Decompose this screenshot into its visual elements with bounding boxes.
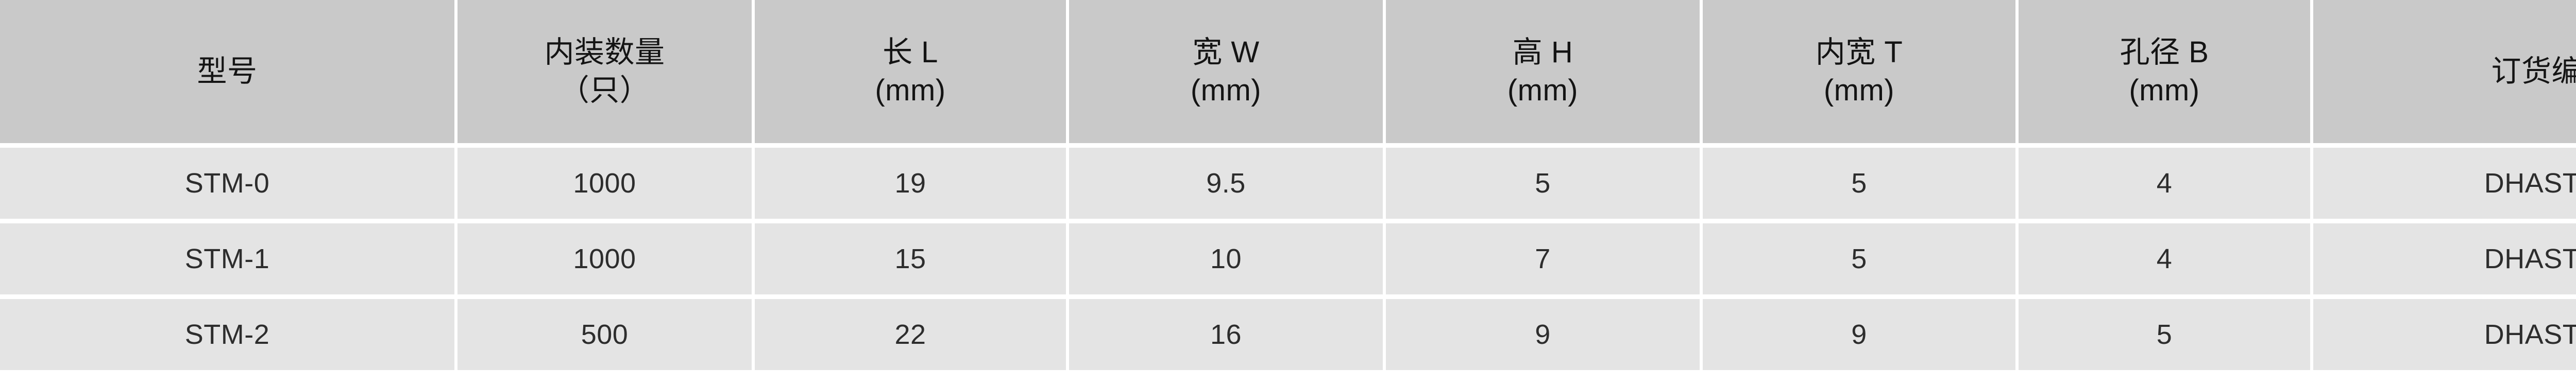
row-separator-fill	[0, 294, 2576, 299]
column-header-bore-b-title: 孔径 B	[2120, 35, 2209, 69]
cell-width-w: 9.5	[1069, 148, 1386, 219]
row-separator	[0, 143, 2576, 148]
cell-height-h: 7	[1386, 223, 1703, 294]
row-separator-fill	[0, 219, 2576, 223]
cell-length-l: 19	[755, 148, 1069, 219]
column-header-height-h: 高 H (mm)	[1386, 0, 1703, 143]
cell-pack-qty: 1000	[457, 148, 755, 219]
column-header-length-l-title: 长 L	[883, 35, 938, 69]
table-body: STM-0 1000 19 9.5 5 5 4 DHASTM0 STM-1 10…	[0, 143, 2576, 370]
table-header: 型号 内装数量 （只） 长 L (mm) 宽 W (mm) 高 H (mm) 内…	[0, 0, 2576, 143]
column-header-length-l: 长 L (mm)	[755, 0, 1069, 143]
table-row: STM-0 1000 19 9.5 5 5 4 DHASTM0	[0, 148, 2576, 219]
cell-order-code: DHASTM0	[2313, 148, 2576, 219]
cell-pack-qty: 500	[457, 299, 755, 370]
cell-width-w: 10	[1069, 223, 1386, 294]
column-header-order-code: 订货编码	[2313, 0, 2576, 143]
table-row: STM-1 1000 15 10 7 5 4 DHASTM1	[0, 223, 2576, 294]
cell-model: STM-1	[0, 223, 457, 294]
column-header-width-w-title: 宽 W	[1192, 35, 1260, 69]
row-separator	[0, 294, 2576, 299]
cell-bore-b: 5	[2019, 299, 2313, 370]
cell-bore-b: 4	[2019, 148, 2313, 219]
column-header-width-w-unit: (mm)	[1190, 74, 1262, 107]
cell-length-l: 22	[755, 299, 1069, 370]
header-row: 型号 内装数量 （只） 长 L (mm) 宽 W (mm) 高 H (mm) 内…	[0, 0, 2576, 143]
cell-inner-t: 9	[1703, 299, 2019, 370]
cell-length-l: 15	[755, 223, 1069, 294]
cell-inner-t: 5	[1703, 148, 2019, 219]
column-header-inner-t: 内宽 T (mm)	[1703, 0, 2019, 143]
column-header-order-code-title: 订货编码	[2491, 54, 2576, 88]
cell-height-h: 5	[1386, 148, 1703, 219]
cell-inner-t: 5	[1703, 223, 2019, 294]
cell-bore-b: 4	[2019, 223, 2313, 294]
column-header-pack-qty-title: 内装数量	[544, 35, 665, 69]
column-header-length-l-unit: (mm)	[875, 74, 946, 107]
column-header-width-w: 宽 W (mm)	[1069, 0, 1386, 143]
column-header-inner-t-title: 内宽 T	[1815, 35, 1903, 69]
cell-order-code: DHASTM2	[2313, 299, 2576, 370]
cell-pack-qty: 1000	[457, 223, 755, 294]
row-separator-fill	[0, 143, 2576, 148]
column-header-pack-qty: 内装数量 （只）	[457, 0, 755, 143]
table-row: STM-2 500 22 16 9 9 5 DHASTM2	[0, 299, 2576, 370]
column-header-bore-b-unit: (mm)	[2129, 74, 2200, 107]
row-separator	[0, 219, 2576, 223]
column-header-bore-b: 孔径 B (mm)	[2019, 0, 2313, 143]
product-specification-table: 型号 内装数量 （只） 长 L (mm) 宽 W (mm) 高 H (mm) 内…	[0, 0, 2576, 370]
column-header-height-h-title: 高 H	[1512, 35, 1573, 69]
cell-model: STM-0	[0, 148, 457, 219]
column-header-model: 型号	[0, 0, 457, 143]
column-header-height-h-unit: (mm)	[1507, 74, 1579, 107]
cell-order-code: DHASTM1	[2313, 223, 2576, 294]
column-header-inner-t-unit: (mm)	[1823, 74, 1895, 107]
bottom-whitespace	[0, 370, 2576, 384]
cell-width-w: 16	[1069, 299, 1386, 370]
cell-height-h: 9	[1386, 299, 1703, 370]
column-header-model-title: 型号	[197, 54, 258, 88]
cell-model: STM-2	[0, 299, 457, 370]
column-header-pack-qty-unit: （只）	[559, 74, 650, 107]
